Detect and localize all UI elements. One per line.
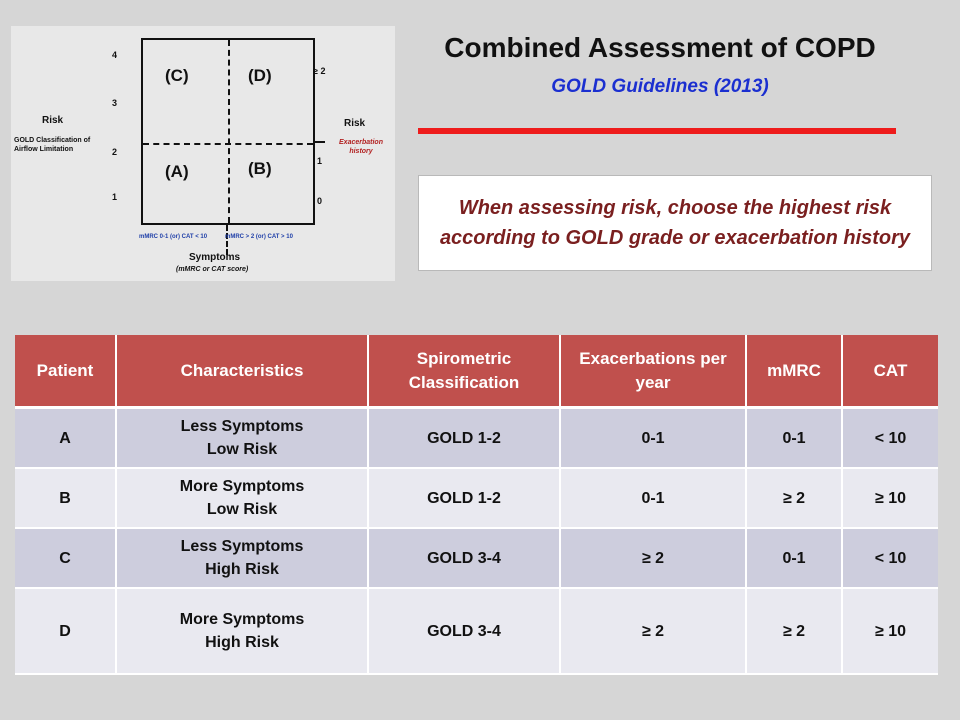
header-cat: CAT bbox=[842, 335, 938, 409]
quadrant-d-label: (D) bbox=[248, 66, 272, 85]
header-patient: Patient bbox=[15, 335, 117, 409]
title-underline bbox=[418, 128, 896, 134]
mmrc-cell: ≥ 2 bbox=[746, 588, 843, 675]
cat-cell: < 10 bbox=[842, 407, 938, 469]
right-axis-label: Risk bbox=[344, 118, 366, 129]
risk-level: Low Risk bbox=[206, 441, 278, 458]
exacerbations-cell: ≥ 2 bbox=[560, 588, 747, 675]
bottom-left-range: mMRC 0-1 (or) CAT < 10 bbox=[139, 234, 208, 240]
spirometric-cell: GOLD 1-2 bbox=[368, 468, 561, 529]
table-header-row: Patient Characteristics Spirometric Clas… bbox=[15, 335, 938, 409]
symptom-level: Less Symptoms bbox=[180, 418, 304, 435]
horizontal-divider-extension bbox=[315, 141, 325, 143]
copd-assessment-diagram: (C) (D) (A) (B) 4 3 2 1 ≥ 2 1 0 Risk GOL… bbox=[11, 26, 395, 281]
exacerbations-cell: ≥ 2 bbox=[560, 528, 747, 589]
left-tick-2: 2 bbox=[112, 147, 118, 157]
cat-cell: < 10 bbox=[842, 528, 938, 589]
symptom-level: More Symptoms bbox=[179, 478, 305, 495]
symptom-level: More Symptoms bbox=[179, 611, 305, 628]
vertical-divider bbox=[228, 40, 230, 223]
bottom-right-range: mMRC > 2 (or) CAT > 10 bbox=[225, 234, 293, 240]
left-tick-1: 1 bbox=[112, 192, 118, 202]
quadrant-grid bbox=[141, 38, 315, 225]
page-subtitle: GOLD Guidelines (2013) bbox=[551, 76, 769, 97]
mmrc-cell: 0-1 bbox=[746, 528, 843, 589]
patient-cell: D bbox=[15, 588, 117, 675]
symptom-level: Less Symptoms bbox=[180, 538, 304, 555]
left-axis-sublabel: GOLD Classification of Airflow Limitatio… bbox=[14, 137, 91, 153]
table-row: C Less Symptoms High Risk GOLD 3-4 ≥ 2 0-… bbox=[15, 528, 938, 589]
spirometric-cell: GOLD 3-4 bbox=[368, 588, 561, 675]
patient-cell: B bbox=[15, 468, 117, 529]
patient-cell: A bbox=[15, 407, 117, 469]
characteristics-cell: Less Symptoms Low Risk bbox=[116, 407, 369, 469]
quadrant-c-label: (C) bbox=[165, 66, 189, 85]
header-exacerbations-per-year: Exacerbations per year bbox=[560, 335, 747, 409]
right-axis-sublabel: Exacerbation history bbox=[339, 139, 383, 155]
patient-cell: C bbox=[15, 528, 117, 589]
risk-level: High Risk bbox=[205, 634, 279, 651]
right-tick-0: 0 bbox=[317, 196, 323, 206]
risk-level: High Risk bbox=[205, 561, 279, 578]
table-row: D More Symptoms High Risk GOLD 3-4 ≥ 2 ≥ … bbox=[15, 588, 938, 675]
cat-cell: ≥ 10 bbox=[842, 588, 938, 675]
characteristics-cell: More Symptoms Low Risk bbox=[116, 468, 369, 529]
bottom-axis-sublabel: (mMRC or CAT score) bbox=[176, 266, 249, 273]
horizontal-divider bbox=[143, 143, 313, 145]
cat-cell: ≥ 10 bbox=[842, 468, 938, 529]
spirometric-cell: GOLD 3-4 bbox=[368, 528, 561, 589]
left-tick-3: 3 bbox=[112, 98, 118, 108]
table-row: A Less Symptoms Low Risk GOLD 1-2 0-1 0-1… bbox=[15, 407, 938, 469]
characteristics-cell: More Symptoms High Risk bbox=[116, 588, 369, 675]
mmrc-cell: 0-1 bbox=[746, 407, 843, 469]
risk-note-text: When assessing risk, choose the highest … bbox=[439, 197, 911, 249]
header-mmrc: mMRC bbox=[746, 335, 843, 409]
risk-note-callout: When assessing risk, choose the highest … bbox=[418, 175, 932, 271]
left-axis-label: Risk bbox=[42, 115, 64, 126]
quadrant-a-label: (A) bbox=[165, 162, 189, 181]
characteristics-cell: Less Symptoms High Risk bbox=[116, 528, 369, 589]
right-tick-1: 1 bbox=[317, 156, 323, 166]
right-tick-ge2: ≥ 2 bbox=[313, 66, 326, 76]
patient-assessment-table: Patient Characteristics Spirometric Clas… bbox=[15, 335, 938, 675]
exacerbations-cell: 0-1 bbox=[560, 407, 747, 469]
exacerbations-cell: 0-1 bbox=[560, 468, 747, 529]
left-tick-4: 4 bbox=[112, 50, 118, 60]
bottom-axis-label: Symptoms bbox=[189, 252, 241, 263]
vertical-divider-extension bbox=[226, 225, 228, 255]
header-spirometric-classification: Spirometric Classification bbox=[368, 335, 561, 409]
spirometric-cell: GOLD 1-2 bbox=[368, 407, 561, 469]
risk-level: Low Risk bbox=[206, 501, 278, 518]
header-characteristics: Characteristics bbox=[116, 335, 369, 409]
page-title: Combined Assessment of COPD bbox=[444, 32, 876, 63]
quadrant-b-label: (B) bbox=[248, 159, 272, 178]
mmrc-cell: ≥ 2 bbox=[746, 468, 843, 529]
table-row: B More Symptoms Low Risk GOLD 1-2 0-1 ≥ 2… bbox=[15, 468, 938, 529]
